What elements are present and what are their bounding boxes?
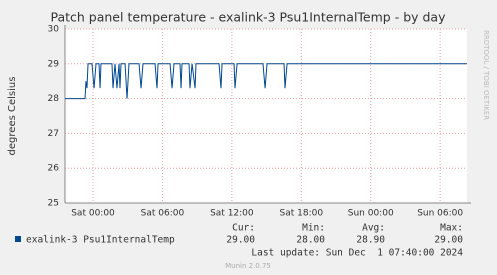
y-tick-label: 25	[48, 199, 59, 209]
stat-value: 28.00	[296, 235, 325, 246]
stat-header: Cur:	[232, 223, 255, 234]
last-update: Last update: Sun Dec 1 07:40:00 2024	[251, 248, 463, 259]
stat-value: 28.90	[356, 235, 385, 246]
x-tick-label: Sat 00:00	[71, 209, 115, 219]
footer: Munin 2.0.75	[225, 262, 271, 270]
x-tick-label: Sat 18:00	[280, 209, 324, 219]
y-axis-label: degrees Celsius	[7, 77, 18, 156]
y-tick-label: 30	[48, 25, 60, 35]
stat-header: Min:	[302, 223, 325, 234]
y-tick-label: 26	[48, 164, 60, 174]
stat-value: 29.00	[226, 235, 255, 246]
side-text: RRDTOOL / TOBI OETIKER	[482, 30, 490, 120]
x-tick-label: Sun 00:00	[348, 209, 394, 219]
x-tick-label: Sun 06:00	[417, 209, 463, 219]
y-tick-label: 28	[48, 94, 60, 104]
chart-title: Patch panel temperature - exalink-3 Psu1…	[50, 10, 446, 25]
legend-swatch	[15, 236, 21, 242]
y-tick-label: 27	[48, 129, 59, 139]
legend-label: exalink-3 Psu1InternalTemp	[26, 235, 175, 246]
x-tick-label: Sat 06:00	[141, 209, 185, 219]
stat-header: Avg:	[362, 223, 385, 234]
stat-header: Max:	[440, 223, 463, 234]
stat-value: 29.00	[434, 235, 463, 246]
plot-area	[65, 29, 467, 203]
data-line	[65, 63, 467, 100]
y-tick-label: 29	[48, 59, 60, 69]
x-tick-label: Sat 12:00	[210, 209, 254, 219]
